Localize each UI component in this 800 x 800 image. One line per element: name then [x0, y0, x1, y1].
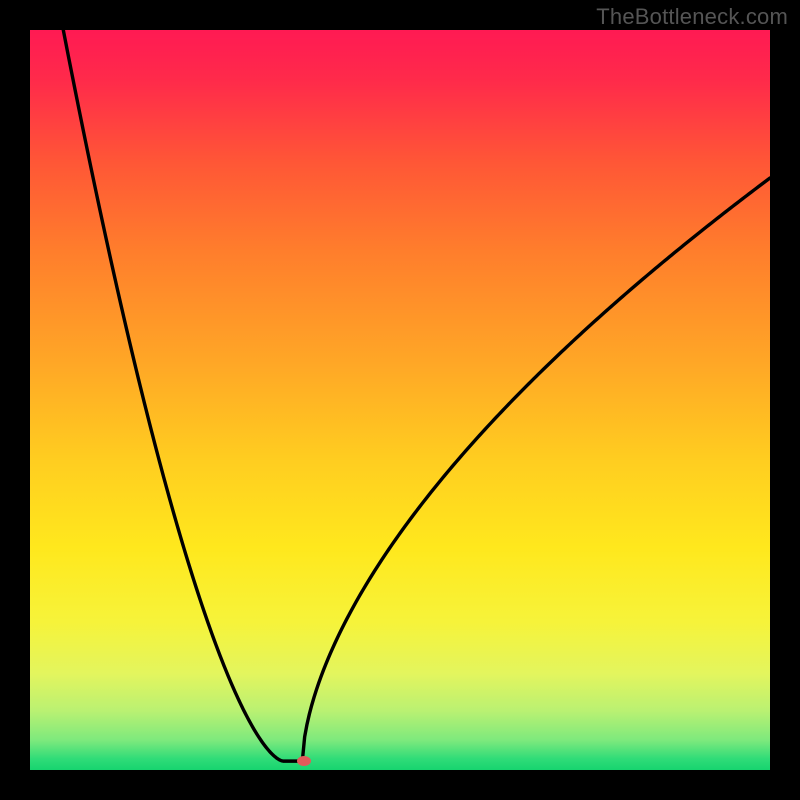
plot-area [30, 30, 770, 770]
watermark-text: TheBottleneck.com [596, 4, 788, 30]
bottleneck-curve [30, 30, 770, 770]
optimum-marker [297, 756, 311, 766]
chart-root: TheBottleneck.com [0, 0, 800, 800]
